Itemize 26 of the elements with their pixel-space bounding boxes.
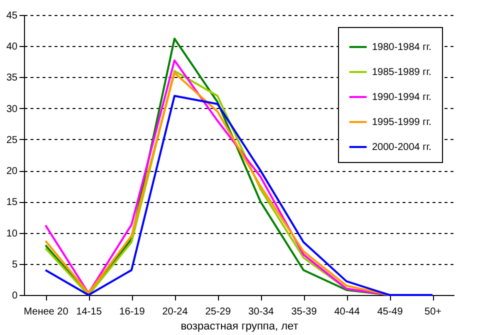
x-axis-title: возрастная группа, лет [180,320,298,332]
legend-label: 1985-1989 гг. [372,67,432,78]
legend-label: 1995-1999 гг. [372,117,432,128]
x-tick-label: 50+ [424,306,442,318]
legend-label: 1980-1984 гг. [372,42,432,53]
x-tick-label: 16-19 [119,306,146,318]
y-tick-label: 0 [12,290,18,302]
y-tick-label: 5 [12,259,18,270]
x-tick-label: 30-34 [248,306,274,318]
y-tick-label: 30 [6,104,18,115]
y-tick-label: 35 [6,72,18,84]
x-tick-label: 14-15 [76,306,102,318]
x-tick-label: 25-29 [205,306,232,318]
y-tick-label: 40 [6,42,18,53]
y-tick-label: 10 [6,228,18,240]
y-tick-label: 15 [6,197,18,208]
y-tick-label: 45 [6,10,18,22]
y-tick-label: 25 [6,134,18,146]
legend-label: 1990-1994 гг. [372,92,432,103]
x-tick-label: 20-24 [162,306,188,318]
y-tick-label: 20 [6,166,18,178]
x-tick-label: 45-49 [377,306,404,318]
x-tick-label: Менее 20 [24,306,69,318]
x-tick-label: 40-44 [334,306,360,318]
legend-label: 2000-2004 гг. [372,142,432,153]
x-tick-label: 35-39 [291,306,318,318]
